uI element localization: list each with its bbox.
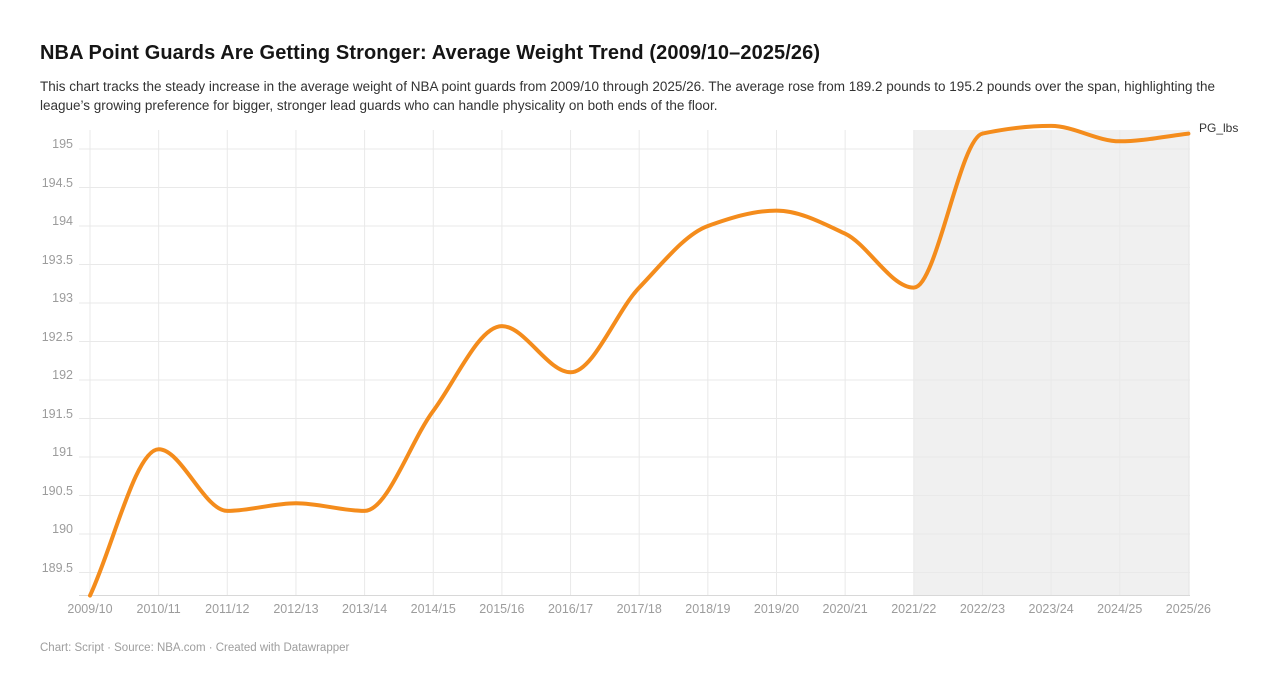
x-axis-label: 2021/22	[891, 602, 937, 616]
y-axis-label: 194	[52, 214, 73, 228]
x-axis-label: 2019/20	[753, 602, 800, 616]
y-axis-label: 192.5	[41, 329, 73, 344]
x-axis-label: 2024/25	[1097, 602, 1143, 616]
x-axis-label: 2025/26	[1165, 602, 1211, 616]
x-axis-label: 2011/12	[205, 602, 250, 616]
x-axis-label: 2010/11	[136, 602, 181, 616]
weight-trend-line	[88, 123, 1191, 598]
x-axis-label: 2020/21	[822, 602, 868, 616]
y-axis-label: 192	[52, 368, 73, 382]
x-axis-label: 2022/23	[959, 602, 1006, 616]
x-axis-label: 2014/15	[410, 602, 456, 616]
y-axis-label: 193.5	[41, 252, 73, 267]
y-axis-label: 194.5	[41, 175, 73, 190]
y-axis-label: 190	[52, 522, 73, 536]
x-axis-label: 2017/18	[616, 602, 662, 616]
x-axis-label: 2009/10	[67, 602, 113, 616]
y-axis-label: 190.5	[41, 483, 73, 498]
series-legend-label: PG_lbs	[1199, 121, 1239, 135]
y-axis-label: 189.5	[41, 560, 73, 575]
chart-footer: Chart: Script · Source: NBA.com · Create…	[40, 642, 350, 654]
y-axis-label: 191	[52, 445, 73, 459]
y-axis-label: 195	[52, 137, 73, 151]
y-axis-label: 193	[52, 291, 73, 305]
highlight-region	[913, 130, 1190, 596]
x-axis-label: 2018/19	[685, 602, 731, 616]
y-axis-label: 191.5	[41, 406, 73, 421]
chart-description: This chart tracks the steady increase in…	[40, 79, 1216, 113]
x-axis-label: 2016/17	[547, 602, 594, 616]
x-axis-label: 2015/16	[479, 602, 525, 616]
chart-title: NBA Point Guards Are Getting Stronger: A…	[40, 42, 821, 64]
x-axis-label: 2013/14	[342, 602, 388, 616]
x-axis-label: 2012/13	[273, 602, 319, 616]
x-axis-label: 2023/24	[1028, 602, 1074, 616]
